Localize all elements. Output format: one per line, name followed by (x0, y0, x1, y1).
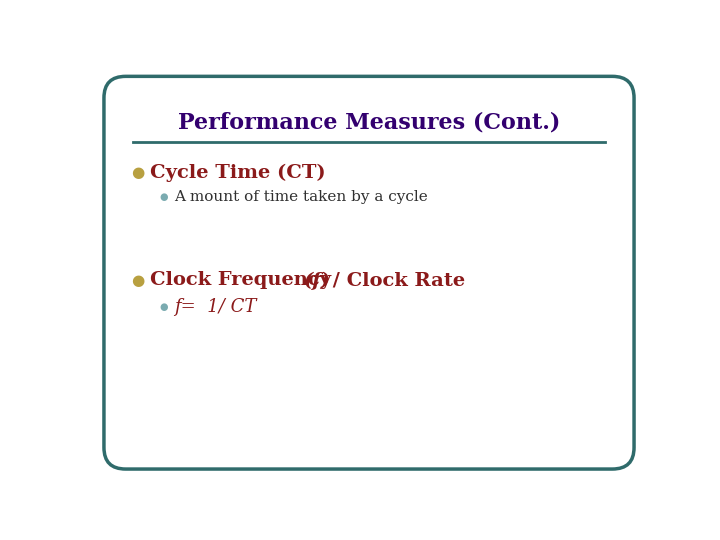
FancyBboxPatch shape (104, 76, 634, 469)
Text: ●: ● (159, 192, 168, 202)
Text: Cycle Time (CT): Cycle Time (CT) (150, 164, 326, 182)
Text: A mount of time taken by a cycle: A mount of time taken by a cycle (174, 190, 428, 204)
Text: ●: ● (159, 302, 168, 312)
Text: ●: ● (132, 273, 145, 288)
Text: ●: ● (132, 165, 145, 180)
Text: f=  1/ CT: f= 1/ CT (174, 298, 256, 316)
Text: / Clock Rate: / Clock Rate (326, 272, 466, 289)
Text: Performance Measures (Cont.): Performance Measures (Cont.) (178, 112, 560, 133)
Text: Clock Frequency: Clock Frequency (150, 272, 338, 289)
Text: (f): (f) (304, 271, 330, 289)
